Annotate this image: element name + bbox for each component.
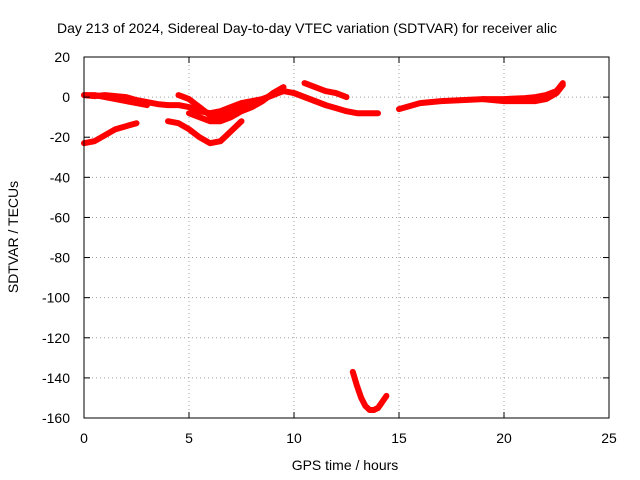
y-tick-label: -160 xyxy=(42,410,70,426)
x-axis-label: GPS time / hours xyxy=(292,457,399,473)
plot-frame xyxy=(83,56,610,419)
y-tick-label: -80 xyxy=(50,250,70,266)
x-tick-label: 25 xyxy=(601,430,617,446)
x-tick-label: 10 xyxy=(286,430,302,446)
y-tick-label: -120 xyxy=(42,330,70,346)
y-tick-label: -20 xyxy=(50,129,70,145)
series-line-track-5 xyxy=(165,118,245,147)
y-tick-label: -60 xyxy=(50,209,70,225)
series-line-track-10 xyxy=(480,82,566,105)
y-tick-label: 0 xyxy=(62,89,70,105)
y-axis-label: SDTVAR / TECUs xyxy=(5,181,21,293)
series-line-track-7 xyxy=(301,80,350,101)
x-tick-label: 15 xyxy=(391,430,407,446)
y-tick-label: -40 xyxy=(50,169,70,185)
series-line-track-1 xyxy=(81,88,381,117)
x-tick-label: 20 xyxy=(496,430,512,446)
y-tick-label: -140 xyxy=(42,370,70,386)
y-tick-label: 20 xyxy=(54,49,70,65)
grid xyxy=(84,57,609,418)
series-layer xyxy=(81,80,566,413)
series-line-track-9 xyxy=(396,80,566,113)
series-line-track-8 xyxy=(291,90,329,109)
x-tick-label: 5 xyxy=(185,430,193,446)
series-line-track-6 xyxy=(81,120,140,147)
series-line-track-11 xyxy=(349,368,390,413)
y-tick-label: -100 xyxy=(42,290,70,306)
series-line-track-3 xyxy=(81,92,150,109)
chart-title: Day 213 of 2024, Sidereal Day-to-day VTE… xyxy=(57,20,557,36)
series-line-track-4 xyxy=(186,84,287,125)
axis-ticks: 0 5 10 15 20 25 20 0 -20 -40 -60 -80 -100 -120 -140 -16… xyxy=(42,49,617,446)
x-tick-label: 0 xyxy=(80,430,88,446)
